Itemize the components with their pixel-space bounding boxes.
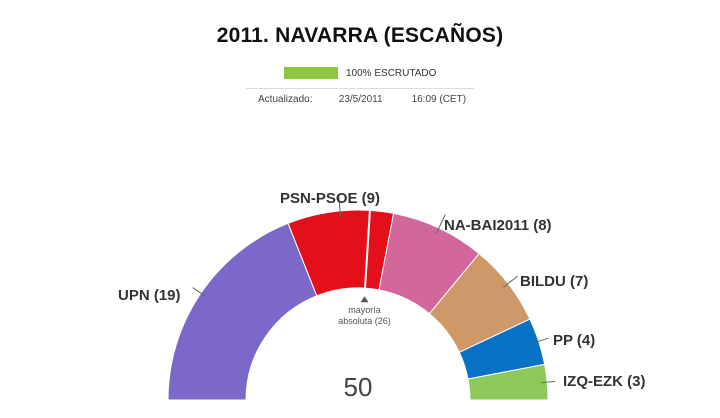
party-label-na-bai2011: NA-BAI2011 (8) [444,217,552,234]
progress-label: 100% ESCRUTADO [346,67,437,79]
leader-line-upn [192,287,207,297]
updated-time: 16:09 (CET) [411,94,467,105]
majority-label-line2: absoluta (26) [338,316,391,326]
majority-marker [360,296,369,303]
updated-info: Actualizado: 23/5/2011 16:09 (CET) [258,94,466,105]
progress-bar [284,67,338,79]
party-label-izq-ezk: IZQ-EZK (3) [563,373,646,390]
party-label-psn-psoe: PSN-PSOE (9) [280,190,380,207]
seat-arc-upn [167,222,318,401]
party-label-bildu: BILDU (7) [520,273,588,290]
party-label-pp: PP (4) [553,332,595,349]
majority-label-line1: mayoría [348,305,381,315]
seat-arc-izq-ezk [467,363,549,401]
party-label-upn: UPN (19) [118,287,181,304]
updated-label: Actualizado: [258,94,313,105]
majority-line [364,210,371,289]
total-seats: 50 [344,372,373,402]
updated-date: 23/5/2011 [338,94,383,105]
leader-line-bildu [503,275,518,288]
scrutiny-progress: 100% ESCRUTADO [284,66,436,80]
leader-line-izq-ezk [541,380,556,384]
leader-line-na-bai2011 [435,214,446,234]
progress-bar-fill [284,67,338,79]
divider [246,88,474,89]
leader-line-psn-psoe [338,195,342,217]
chart-title: 2011. NAVARRA (ESCAÑOS) [216,24,504,47]
leader-line-pp [532,337,549,344]
